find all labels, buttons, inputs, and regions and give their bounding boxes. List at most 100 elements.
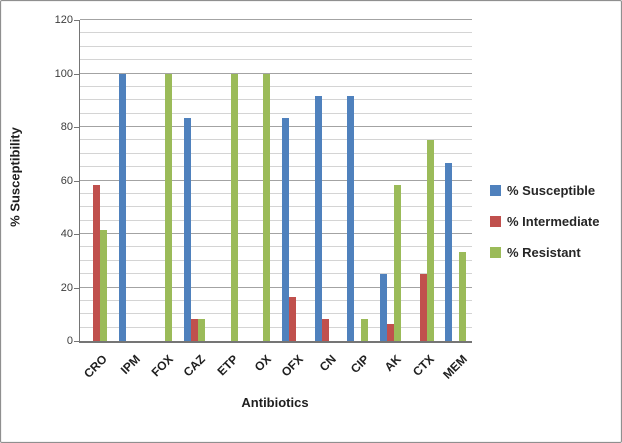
gridline-65 bbox=[80, 166, 472, 168]
category-group-ox bbox=[243, 20, 276, 341]
category-group-etp bbox=[211, 20, 244, 341]
x-axis-title: Antibiotics bbox=[241, 395, 309, 410]
y-tick-label-120: 120 bbox=[54, 14, 73, 26]
legend-label-intermediate: % Intermediate bbox=[507, 214, 600, 229]
category-group-ipm bbox=[113, 20, 146, 341]
y-tick-label-40: 40 bbox=[60, 228, 73, 240]
bar-caz-resistant bbox=[197, 318, 205, 341]
bar-cip-susceptible bbox=[347, 95, 355, 341]
legend-item-resistant: % Resistant bbox=[490, 245, 599, 260]
x-tick-label-ofx: OFX bbox=[278, 352, 307, 380]
gridline-50 bbox=[80, 206, 472, 208]
bar-cn-intermediate bbox=[321, 318, 329, 341]
gridline-35 bbox=[80, 246, 472, 248]
gridline-5 bbox=[80, 326, 472, 328]
y-axis-title: % Susceptibility bbox=[7, 127, 23, 227]
y-tick-label-0: 0 bbox=[66, 335, 73, 347]
y-tick-mark-80 bbox=[74, 127, 79, 128]
legend-label-susceptible: % Susceptible bbox=[507, 183, 596, 198]
y-tick-mark-0 bbox=[74, 341, 79, 342]
bar-caz-susceptible bbox=[183, 118, 191, 341]
x-tick-label-etp: ETP bbox=[214, 352, 241, 379]
category-group-cn bbox=[309, 20, 342, 341]
bar-fox-resistant bbox=[165, 73, 173, 341]
bar-ak-resistant bbox=[393, 185, 401, 341]
gridline-30 bbox=[80, 259, 472, 261]
gridline-90 bbox=[80, 99, 472, 101]
gridline-25 bbox=[80, 273, 472, 275]
x-tick-label-cn: CN bbox=[316, 352, 339, 375]
bar-cip-resistant bbox=[361, 318, 369, 341]
plot-area bbox=[79, 19, 472, 343]
bar-ak-susceptible bbox=[379, 274, 387, 341]
x-tick-label-ak: AK bbox=[382, 352, 405, 375]
y-tick-mark-120 bbox=[74, 20, 79, 21]
legend-swatch-susceptible bbox=[490, 185, 501, 196]
gridline-55 bbox=[80, 192, 472, 194]
gridlines bbox=[80, 19, 472, 341]
category-group-fox bbox=[145, 20, 178, 341]
bar-ctx-intermediate bbox=[419, 274, 427, 341]
y-tick-label-100: 100 bbox=[54, 67, 73, 80]
bar-ofx-susceptible bbox=[281, 118, 289, 341]
gridline-75 bbox=[80, 139, 472, 141]
x-tick-label-mem: MEM bbox=[439, 352, 470, 382]
bar-ipm-susceptible bbox=[118, 73, 126, 341]
x-tick-label-cro: CRO bbox=[81, 352, 111, 381]
bar-etp-resistant bbox=[230, 73, 238, 341]
x-tick-label-ox: OX bbox=[251, 352, 274, 375]
y-tick-mark-100 bbox=[74, 73, 79, 75]
bar-mem-susceptible bbox=[445, 162, 453, 341]
category-group-ak bbox=[374, 20, 407, 341]
gridline-10 bbox=[80, 313, 472, 315]
gridline-60 bbox=[80, 179, 472, 181]
category-group-cro bbox=[80, 20, 113, 341]
gridline-105 bbox=[80, 59, 472, 61]
gridline-20 bbox=[80, 286, 472, 288]
legend-swatch-intermediate bbox=[490, 216, 501, 227]
gridline-45 bbox=[80, 219, 472, 221]
legend-swatch-resistant bbox=[490, 247, 501, 258]
x-tick-label-fox: FOX bbox=[148, 352, 176, 380]
category-group-ofx bbox=[276, 20, 309, 341]
gridline-95 bbox=[80, 85, 472, 87]
bar-ak-intermediate bbox=[386, 323, 394, 341]
gridline-40 bbox=[80, 233, 472, 234]
gridline-100 bbox=[80, 72, 472, 74]
bar-series-area bbox=[80, 20, 472, 341]
bar-ofx-intermediate bbox=[288, 296, 296, 341]
gridline-70 bbox=[80, 152, 472, 154]
category-group-mem bbox=[439, 20, 472, 341]
gridline-80 bbox=[80, 126, 472, 127]
category-group-cip bbox=[341, 20, 374, 341]
y-tick-label-20: 20 bbox=[60, 281, 73, 294]
bar-cro-intermediate bbox=[92, 185, 100, 341]
legend-item-susceptible: % Susceptible bbox=[490, 183, 599, 198]
y-tick-mark-60 bbox=[74, 180, 79, 182]
x-tick-label-ctx: CTX bbox=[410, 352, 437, 379]
x-tick-label-caz: CAZ bbox=[180, 352, 209, 380]
gridline-110 bbox=[80, 45, 472, 47]
bar-cn-susceptible bbox=[314, 95, 322, 341]
y-tick-mark-20 bbox=[74, 287, 79, 289]
x-tick-label-ipm: IPM bbox=[117, 352, 143, 377]
gridline-115 bbox=[80, 32, 472, 34]
x-tick-label-cip: CIP bbox=[347, 352, 372, 377]
legend: % Susceptible % Intermediate % Resistant bbox=[490, 183, 599, 260]
bar-caz-intermediate bbox=[190, 318, 198, 341]
legend-label-resistant: % Resistant bbox=[507, 245, 581, 260]
bar-mem-resistant bbox=[459, 251, 467, 341]
gridline-15 bbox=[80, 299, 472, 301]
category-group-caz bbox=[178, 20, 211, 341]
bar-ctx-resistant bbox=[426, 140, 434, 341]
legend-item-intermediate: % Intermediate bbox=[490, 214, 599, 229]
gridline-120 bbox=[80, 19, 472, 20]
bar-cro-resistant bbox=[99, 229, 107, 341]
bar-ox-resistant bbox=[263, 73, 271, 341]
y-tick-label-60: 60 bbox=[60, 174, 73, 187]
category-group-ctx bbox=[407, 20, 440, 341]
gridline-85 bbox=[80, 112, 472, 114]
y-tick-mark-40 bbox=[74, 234, 79, 235]
y-tick-label-80: 80 bbox=[60, 121, 73, 133]
